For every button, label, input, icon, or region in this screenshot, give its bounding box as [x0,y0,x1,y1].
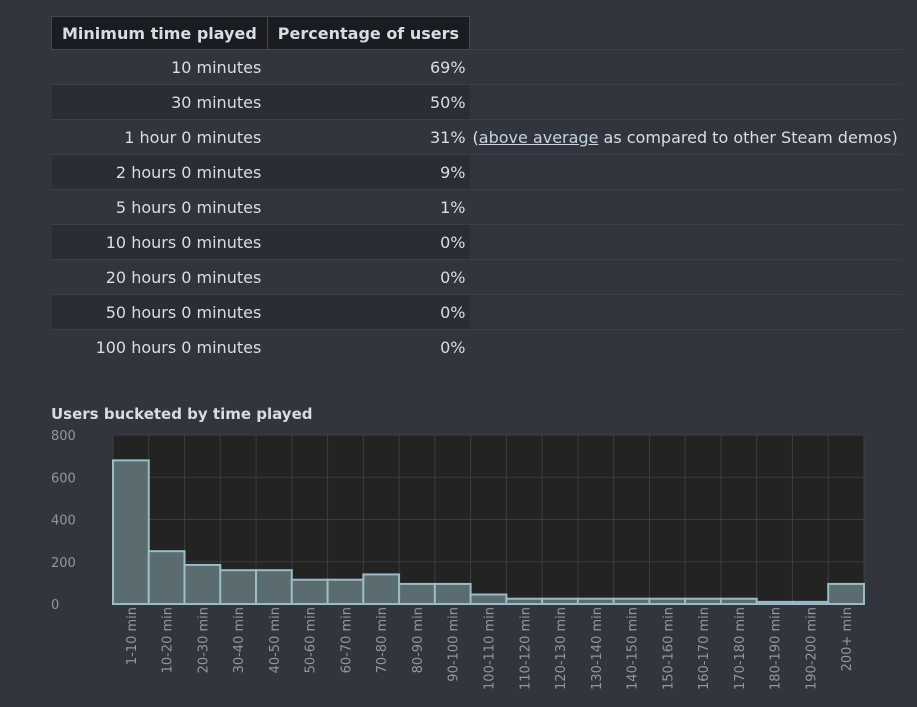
x-tick-label: 190-200 min [804,607,819,690]
chart-bar [541,597,579,605]
note-open-paren: ( [472,127,479,147]
chart-bar [362,573,401,605]
chart-bar [827,582,866,606]
time-cell: 2 hours 0 minutes [51,154,268,190]
note-text: as compared to other Steam demos) [598,127,898,147]
x-tick-label: 1-10 min [125,607,140,665]
chart-bar [183,563,222,606]
table-row: 10 hours 0 minutes 0% [51,224,903,260]
x-tick-label: 100-110 min [483,607,498,690]
chart-bar [648,597,687,605]
table-row: 2 hours 0 minutes 9% [51,154,903,190]
percent-cell: 9% [267,154,470,190]
time-cell: 1 hour 0 minutes [51,119,268,155]
percent-cell: 31% [267,119,470,155]
x-tick-label: 110-120 min [518,607,533,690]
percent-cell: 0% [267,224,470,260]
chart-bar [112,459,150,605]
chart-bar [433,582,472,606]
x-tick-label: 130-140 min [590,607,605,690]
x-tick-label: 80-90 min [411,607,426,673]
chart-title: Users bucketed by time played [51,405,313,423]
percent-cell: 0% [267,259,470,295]
x-tick-label: 60-70 min [339,607,354,673]
x-tick-label: 40-50 min [268,607,283,673]
time-cell: 30 minutes [51,84,268,120]
header-min-time: Minimum time played [51,16,268,50]
x-tick-label: 170-180 min [733,607,748,690]
time-cell: 50 hours 0 minutes [51,294,268,330]
chart-bar [147,550,186,605]
x-tick-label: 140-150 min [626,607,641,690]
x-tick-label: 180-190 min [769,607,784,690]
table-row: 10 minutes 69% [51,49,903,85]
table-row: 50 hours 0 minutes 0% [51,294,903,330]
x-tick-label: 50-60 min [304,607,319,673]
x-tick-label: 90-100 min [447,607,462,682]
playtime-table: Minimum time played Percentage of users … [51,16,903,364]
header-percentage: Percentage of users [266,16,471,50]
x-tick-label: 20-30 min [196,607,211,673]
x-tick-label: 10-20 min [161,607,176,673]
table-row: 20 hours 0 minutes 0% [51,259,903,295]
y-tick-label: 600 [51,471,76,486]
chart-bar [255,569,293,606]
table-row: 5 hours 0 minutes 1% [51,189,903,225]
chart-bar [469,593,508,606]
chart-bar [684,597,722,605]
time-cell: 10 hours 0 minutes [51,224,268,260]
comparison-note: (above average as compared to other Stea… [469,119,903,155]
x-tick-label: 30-40 min [232,607,247,673]
chart-bar [290,578,329,605]
table-row: 30 minutes 50% [51,84,903,120]
chart-bar [719,597,758,605]
table-row: 1 hour 0 minutes 31% (above average as c… [51,119,903,155]
percent-cell: 50% [267,84,470,120]
playtime-table-container: Minimum time played Percentage of users … [51,16,903,364]
chart-bar [326,578,365,605]
x-tick-label: 70-80 min [375,607,390,673]
y-tick-label: 0 [51,598,59,613]
x-tick-label: 150-160 min [661,607,676,690]
chart-bar [398,582,436,606]
x-tick-label: 160-170 min [697,607,712,690]
chart-bar [791,600,830,606]
chart-bar [612,597,651,605]
percent-cell: 0% [267,329,470,364]
time-cell: 20 hours 0 minutes [51,259,268,295]
time-cell: 5 hours 0 minutes [51,189,268,225]
time-cell: 100 hours 0 minutes [51,329,268,364]
above-average-link[interactable]: above average [478,127,599,147]
x-tick-label: 120-130 min [554,607,569,690]
chart-bar [755,600,794,606]
chart-bar [576,597,615,605]
chart-bar [219,569,258,606]
percent-cell: 69% [267,49,470,85]
x-tick-label: 200+ min [840,607,855,671]
percent-cell: 1% [267,189,470,225]
time-cell: 10 minutes [51,49,268,85]
table-header-row: Minimum time played Percentage of users [51,16,903,50]
chart-bar [505,597,544,605]
table-row: 100 hours 0 minutes 0% [51,329,903,364]
y-tick-label: 800 [51,429,76,444]
y-tick-label: 200 [51,556,76,571]
y-tick-label: 400 [51,514,76,529]
percent-cell: 0% [267,294,470,330]
